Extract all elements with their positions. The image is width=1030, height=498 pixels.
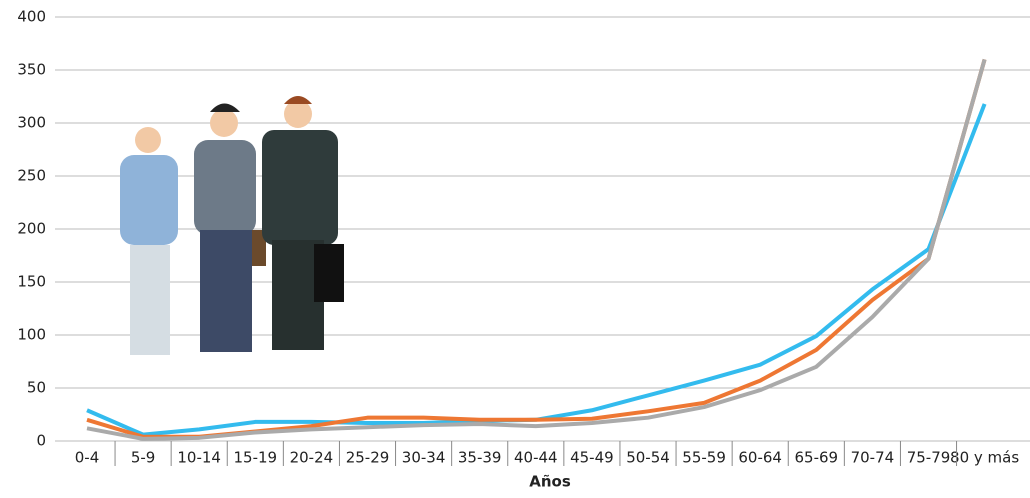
y-tick-label: 150: [17, 273, 46, 291]
x-tick-label: 80 y más: [950, 449, 1019, 467]
people-illustration: [120, 96, 344, 355]
y-tick-label: 250: [17, 167, 46, 185]
y-tick-label: 0: [36, 432, 46, 450]
x-tick-label: 10-14: [177, 449, 221, 467]
y-tick-label: 100: [17, 326, 46, 344]
x-tick-label: 35-39: [458, 449, 502, 467]
x-tick-label: 0-4: [75, 449, 100, 467]
x-tick-label: 50-54: [626, 449, 670, 467]
series-line: [86, 58, 987, 441]
x-tick-label: 45-49: [570, 449, 614, 467]
x-tick-label: 25-29: [346, 449, 390, 467]
x-tick-label: 5-9: [131, 449, 156, 467]
x-tick-label: 60-64: [738, 449, 782, 467]
x-tick-label: 70-74: [851, 449, 895, 467]
x-tick-label: 40-44: [514, 449, 558, 467]
y-tick-label: 350: [17, 61, 46, 79]
y-tick-label: 50: [27, 379, 46, 397]
y-tick-label: 300: [17, 114, 46, 132]
y-tick-label: 400: [17, 8, 46, 26]
x-tick-label: 75-79: [907, 449, 951, 467]
x-axis-title: Años: [529, 473, 571, 491]
x-tick-label: 65-69: [795, 449, 839, 467]
x-tick-label: 55-59: [682, 449, 726, 467]
x-tick-label: 30-34: [402, 449, 446, 467]
y-tick-label: 200: [17, 220, 46, 238]
x-tick-label: 15-19: [234, 449, 278, 467]
x-tick-label: 20-24: [290, 449, 334, 467]
